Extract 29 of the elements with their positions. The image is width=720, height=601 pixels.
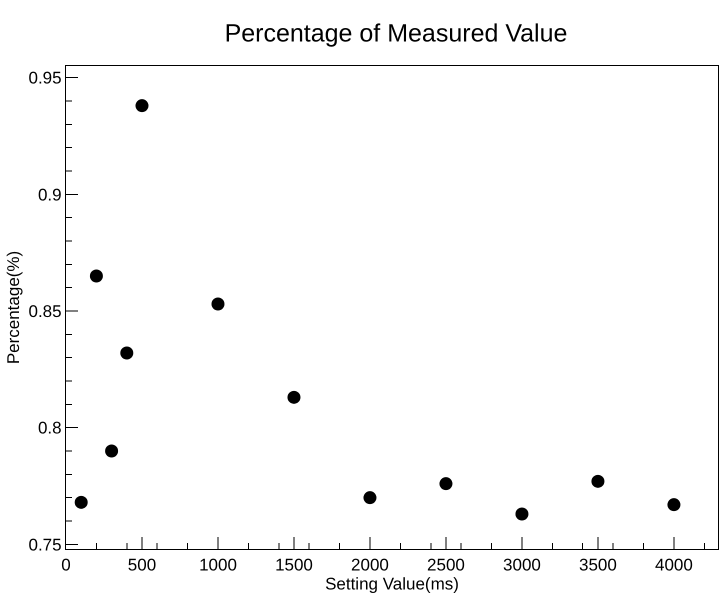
point (287, 390, 300, 404)
point (363, 491, 376, 504)
y-tick-label: 0.8 (38, 418, 62, 438)
y-axis-title: Percentage(%) (4, 250, 24, 364)
x-tick-label: 500 (128, 555, 156, 574)
x-tick-label: 3000 (503, 555, 541, 574)
point (120, 346, 134, 360)
chart-title: Percentage of Measured Value (224, 20, 568, 48)
point (105, 444, 118, 458)
x-tick-label: 1500 (275, 555, 313, 574)
x-tick-label: 1000 (199, 555, 237, 574)
x-tick-label: 2500 (427, 555, 465, 574)
point (515, 508, 528, 520)
y-tick-label: 0.95 (28, 68, 62, 88)
point (667, 498, 680, 512)
point (90, 270, 103, 282)
x-tick-label: 4000 (655, 555, 693, 574)
y-tick-label: 0.9 (38, 185, 62, 204)
point (591, 474, 604, 488)
point (439, 477, 452, 490)
point (135, 99, 148, 112)
x-tick-label: 3500 (579, 555, 617, 574)
x-tick-label: 2000 (351, 555, 389, 574)
x-tick-label: 0 (61, 555, 71, 574)
y-tick-label: 0.75 (28, 535, 62, 554)
x-axis-title: Setting Value(ms) (325, 574, 459, 594)
point (211, 298, 224, 310)
y-tick-label: 0.85 (28, 302, 62, 321)
point (74, 496, 88, 509)
